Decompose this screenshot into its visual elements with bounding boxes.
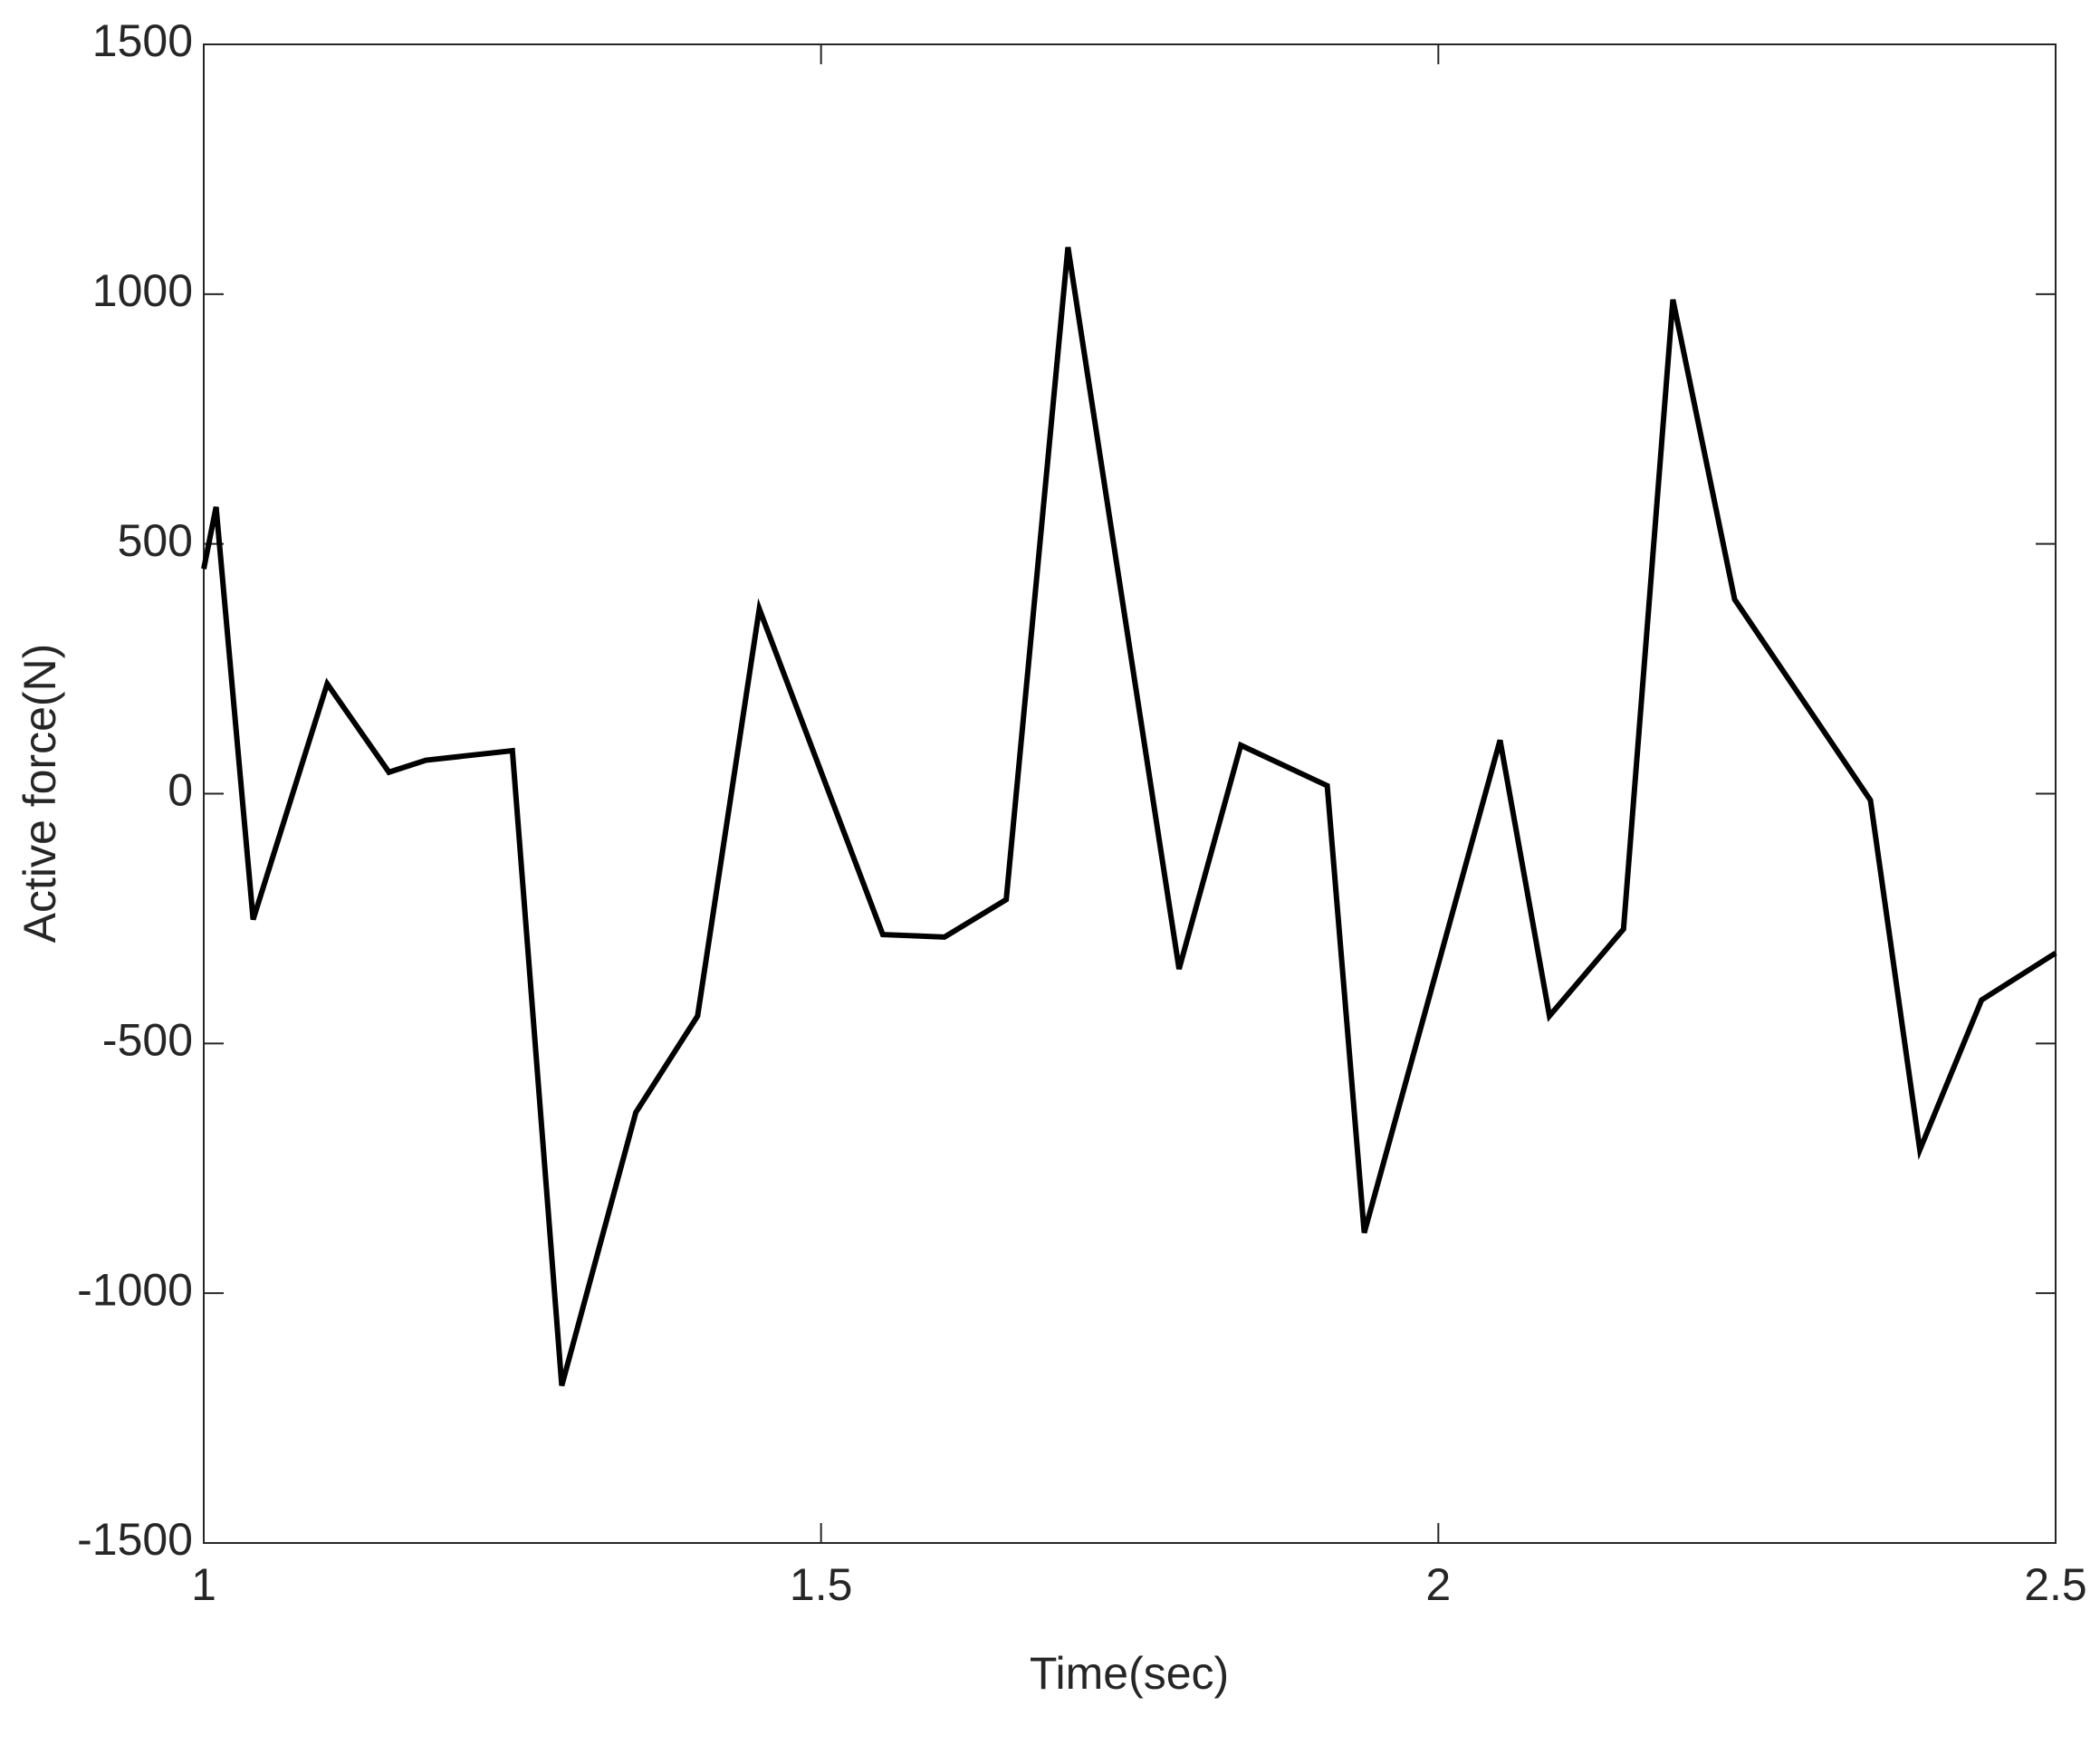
y-tick-label: 500 bbox=[118, 515, 193, 566]
y-tick-label: 0 bbox=[168, 765, 193, 816]
y-axis-label: Active force(N) bbox=[14, 644, 65, 944]
data-line bbox=[201, 246, 2057, 1387]
x-tick-label: 2.5 bbox=[2024, 1559, 2087, 1610]
y-tick-label: 1000 bbox=[92, 265, 193, 316]
x-axis-label: Time(sec) bbox=[1030, 1648, 1229, 1699]
y-tick-label: 1500 bbox=[92, 15, 193, 66]
y-tick-label: -1000 bbox=[77, 1264, 193, 1315]
y-tick-label: -500 bbox=[102, 1015, 193, 1066]
x-tick-label: 1.5 bbox=[790, 1559, 853, 1610]
x-tick-label: 1 bbox=[191, 1559, 216, 1610]
y-tick-label: -1500 bbox=[77, 1514, 193, 1565]
x-tick-label: 2 bbox=[1425, 1559, 1451, 1610]
